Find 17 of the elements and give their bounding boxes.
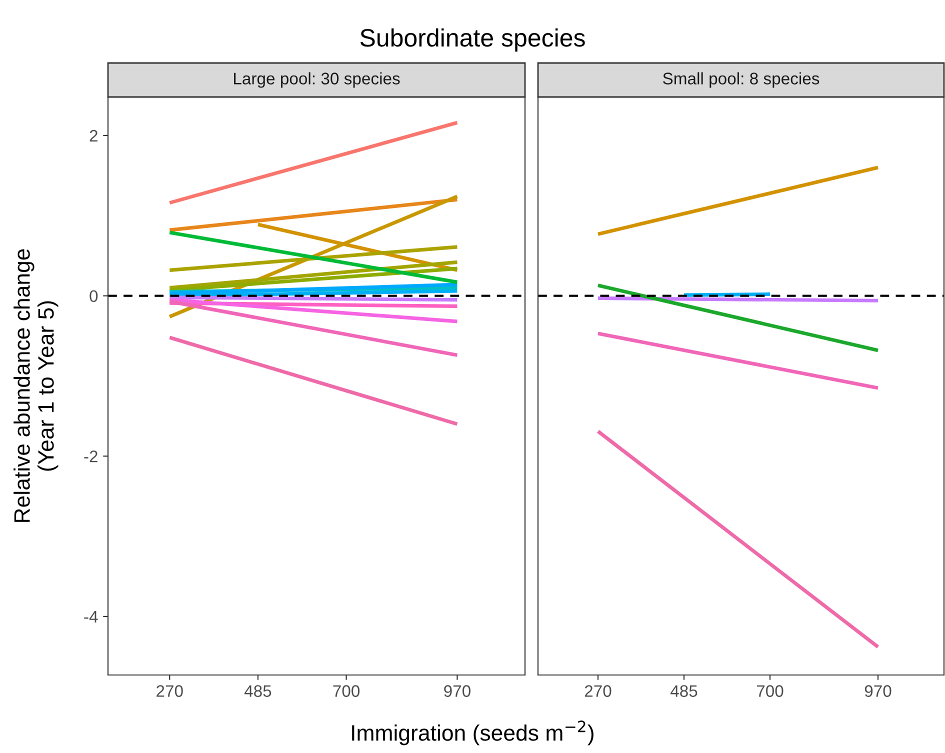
- chart-title: Subordinate species: [360, 28, 585, 52]
- chart-subtitle: Large pool: 30 species: [234, 72, 400, 88]
- x-tick-label: 485: [244, 685, 272, 697]
- y-tick-label: -2: [84, 450, 98, 462]
- x-axis-title: Immigration (seeds m$^{−2}$): [352, 720, 594, 746]
- x-tick-label: 270: [584, 685, 612, 697]
- x-tick-label: 700: [756, 685, 784, 697]
- x-tick-label: 270: [156, 685, 183, 697]
- y-tick-label: 0: [90, 290, 98, 302]
- x-tick-label: 970: [864, 685, 892, 697]
- x-tick-label: 700: [333, 685, 360, 697]
- y-tick-label: -4: [84, 611, 98, 623]
- y-tick-label: 2: [90, 130, 98, 142]
- chart-subtitle: Small pool: 8 species: [663, 72, 820, 88]
- y-axis-title: Relative abundance change (Year 1 to Year 5): [14, 249, 58, 522]
- x-tick-label: 485: [670, 685, 698, 697]
- x-tick-label: 970: [444, 685, 470, 697]
